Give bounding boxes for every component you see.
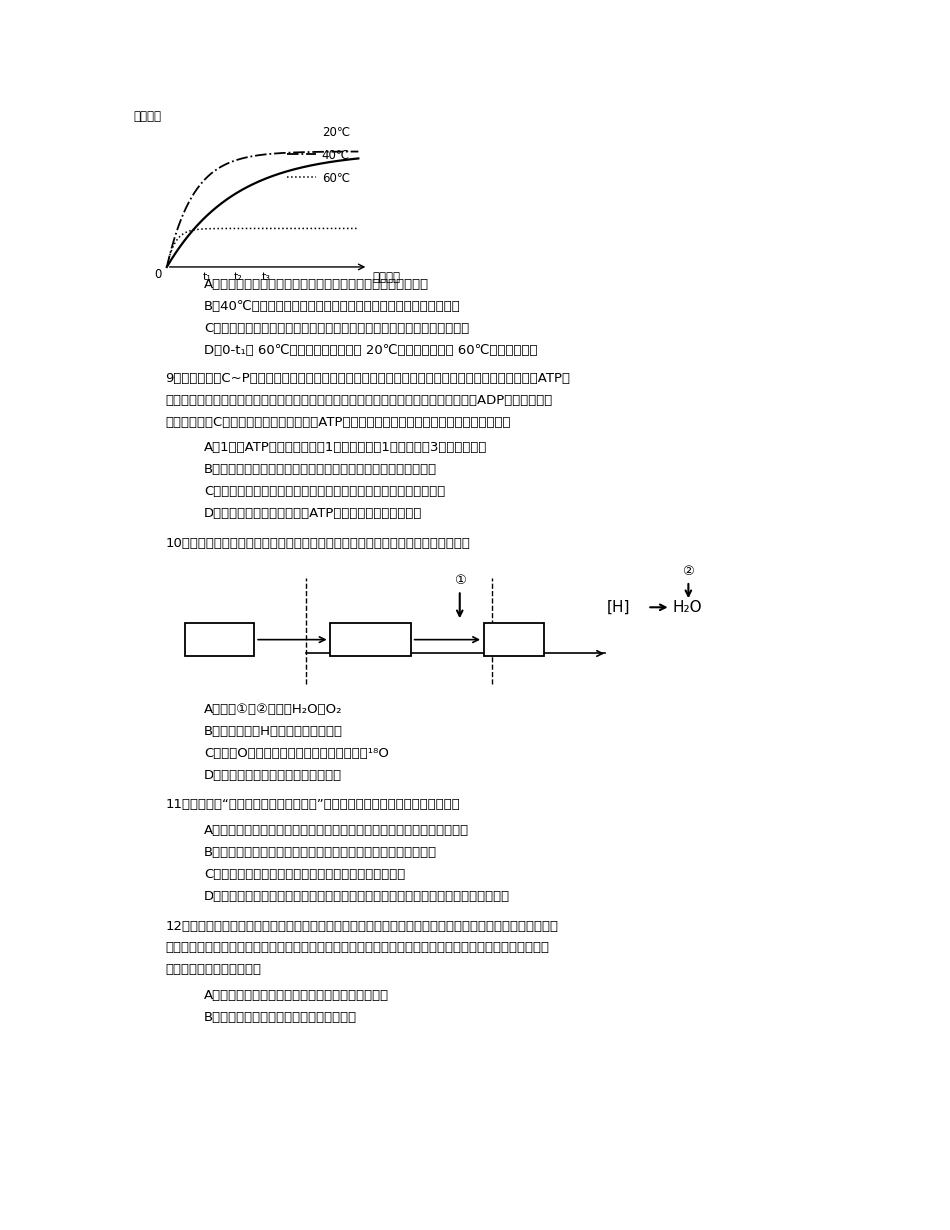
- Text: H₂O: H₂O: [673, 600, 702, 615]
- FancyBboxPatch shape: [184, 624, 255, 656]
- Text: 某探究小组用无水的乙醇提取苋菜叶片中的色素，然后用层析液分离。层析结束后滤纸条上色素带由上到下，: 某探究小组用无水的乙醇提取苋菜叶片中的色素，然后用层析液分离。层析结束后滤纸条上…: [165, 941, 549, 954]
- Text: B．图中产生［H］的场所都是线粒体: B．图中产生［H］的场所都是线粒体: [204, 724, 343, 738]
- FancyBboxPatch shape: [330, 624, 411, 656]
- Text: B．磷酸肌酸可作为能量的存储形式，但不能直接为肌肉细胞供能: B．磷酸肌酸可作为能量的存储形式，但不能直接为肌肉细胞供能: [204, 464, 437, 476]
- Text: t₃: t₃: [261, 272, 271, 283]
- Text: 0: 0: [154, 268, 162, 282]
- Text: B．第一条色素带的带宽比第二条色素带窄: B．第一条色素带的带宽比第二条色素带窄: [204, 1011, 357, 1025]
- Text: A．第四条色素带对应的色素在层析液中溶解度最大: A．第四条色素带对应的色素在层析液中溶解度最大: [204, 989, 390, 1002]
- Text: A．物质①、②依次是H₂O和O₂: A．物质①、②依次是H₂O和O₂: [204, 702, 343, 716]
- Text: A．选择酵母菌作为实验材料是因为酵母菌是兼性厌氧型微生物且易于培养: A．选择酵母菌作为实验材料是因为酵母菌是兼性厌氧型微生物且易于培养: [204, 824, 469, 838]
- Text: CO₂: CO₂: [500, 631, 528, 646]
- Text: 反应时间: 反应时间: [372, 271, 400, 284]
- Text: 11．下列关于“探究酵母菌细胞呼吸方式”实验的叙述，不正确的是（　　　　）: 11．下列关于“探究酵母菌细胞呼吸方式”实验的叙述，不正确的是（ ）: [165, 798, 460, 812]
- Text: D．细胞中的磷酸肌酸对维持ATP含量的稳定具有重要作用: D．细胞中的磷酸肌酸对维持ATP含量的稳定具有重要作用: [204, 507, 423, 520]
- Text: 40℃: 40℃: [322, 149, 350, 162]
- Text: 20℃: 20℃: [322, 125, 350, 139]
- Text: C．剧烈运动时，肌肉细胞中磷酸肌酸和肌酸含量的比值会有所下降: C．剧烈运动时，肌肉细胞中磷酸肌酸和肌酸含量的比值会有所下降: [204, 486, 446, 498]
- Text: 一定条件下可相互转化。细胞在急需供能时，在酶的催化下，磷酸肌酸的磷酸基团转移到ADP分子上，余下: 一定条件下可相互转化。细胞在急需供能时，在酶的催化下，磷酸肌酸的磷酸基团转移到A…: [165, 395, 553, 407]
- Text: 部分为肌酸（C）。由此短时间维持细胞内ATP含量在一定水平。下列叙述错误的是（　　　）: 部分为肌酸（C）。由此短时间维持细胞内ATP含量在一定水平。下列叙述错误的是（ …: [165, 416, 511, 429]
- Text: 产物浓度: 产物浓度: [133, 109, 162, 123]
- Text: A．1分子ATP初步水解后可得1分子腺嘌呤、1分子核糖和3分子磷酸基团: A．1分子ATP初步水解后可得1分子腺嘌呤、1分子核糖和3分子磷酸基团: [204, 442, 487, 454]
- Text: 9．磷酸肌酸（C~P）是一种存在于肌肉或其他兴奋性组织（如脑和神经）中的高能磷酸化合物，它和ATP在: 9．磷酸肌酸（C~P）是一种存在于肌肉或其他兴奋性组织（如脑和神经）中的高能磷酸…: [165, 373, 570, 385]
- Text: t₁: t₁: [202, 272, 212, 283]
- Text: 叙述正确的是（　　　　）: 叙述正确的是（ ）: [165, 963, 261, 977]
- Text: ①: ①: [454, 574, 466, 587]
- Text: A．实验中选择废弃塑料的来源地、质地、面积等均应保持一致: A．实验中选择废弃塑料的来源地、质地、面积等均应保持一致: [204, 278, 429, 292]
- Text: 丙酮酸: 丙酮酸: [357, 631, 385, 646]
- Text: C．将实验装置连接后需要进行气密性检查，确保不漏气: C．将实验装置连接后需要进行气密性检查，确保不漏气: [204, 868, 406, 881]
- Text: B．通过设置有氧和无氧的对比，易于判断酵母菌的细胞呼吸方式: B．通过设置有氧和无氧的对比，易于判断酵母菌的细胞呼吸方式: [204, 846, 437, 859]
- Text: C．用超O标记葡萄糖，则产物水中会检测到¹⁸O: C．用超O标记葡萄糖，则产物水中会检测到¹⁸O: [204, 747, 389, 760]
- Text: ②: ②: [682, 565, 694, 578]
- Text: [H]: [H]: [607, 600, 631, 615]
- Text: 60℃: 60℃: [322, 172, 350, 186]
- Text: B．40℃时，为了实现废弃塑料的高效分解需要不断加入塑料降解酶: B．40℃时，为了实现废弃塑料的高效分解需要不断加入塑料降解酶: [204, 300, 461, 314]
- Text: C₆H₁₂O₆: C₆H₁₂O₆: [194, 632, 245, 646]
- Text: D．实验中产生的二氧化碳会使溴麝香草酚蓝溶液的颜色变化是由黄色变绿色再变蓝色: D．实验中产生的二氧化碳会使溴麝香草酚蓝溶液的颜色变化是由黄色变绿色再变蓝色: [204, 889, 510, 903]
- Text: D．0-t₁时 60℃产物浓度的增加大于 20℃，可能因为底物 60℃高温下会分解: D．0-t₁时 60℃产物浓度的增加大于 20℃，可能因为底物 60℃高温下会分…: [204, 344, 538, 358]
- Text: t₂: t₂: [234, 272, 242, 283]
- Text: 12．苋菜叶片细胞中除了叶绿体含有色素外，液泡中也含有溶于水但不溶于有机溶剂的花青素（呈现红色）。: 12．苋菜叶片细胞中除了叶绿体含有色素外，液泡中也含有溶于水但不溶于有机溶剂的花…: [165, 920, 559, 932]
- Text: 10．下图表示绿色植物细胞内部分物质的转化过程，下列有关叙述正确的是（　　）: 10．下图表示绿色植物细胞内部分物质的转化过程，下列有关叙述正确的是（ ）: [165, 536, 470, 550]
- Text: C．在反应时间内，不同温度条件下，产物浓度不再增加的原因不完全相同: C．在反应时间内，不同温度条件下，产物浓度不再增加的原因不完全相同: [204, 322, 469, 336]
- FancyBboxPatch shape: [484, 624, 544, 656]
- Text: D．图示过程只能在有光的条件下进行: D．图示过程只能在有光的条件下进行: [204, 769, 342, 781]
